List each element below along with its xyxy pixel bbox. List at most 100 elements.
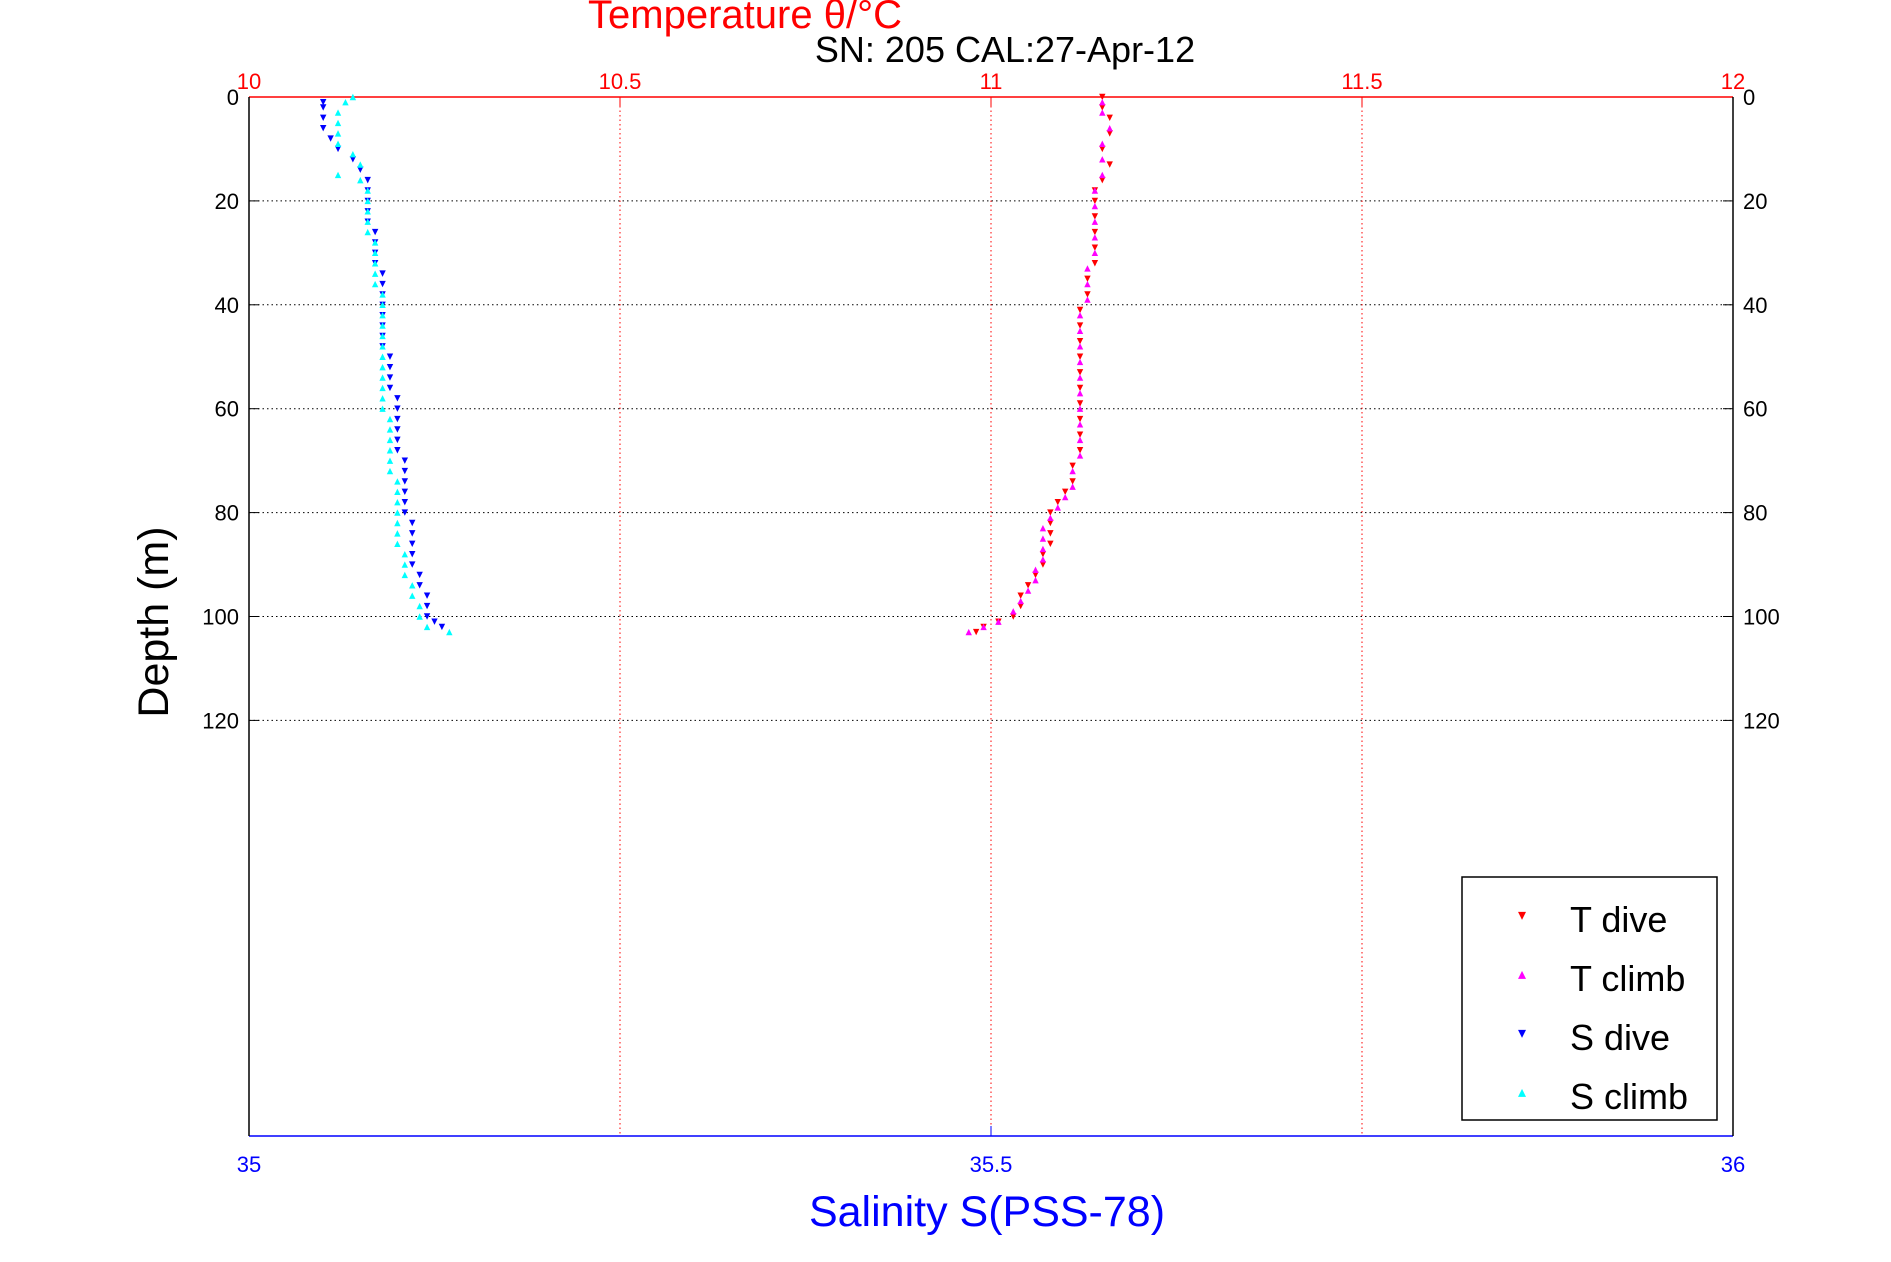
data-point-s-dive — [386, 353, 394, 360]
data-point-s-climb — [394, 519, 401, 527]
tick-labels: 0 0 20 20 40 40 60 60 80 80 100 100 120 120 10 10.5 11 11… — [202, 69, 1779, 1177]
data-point-t-climb — [980, 623, 987, 631]
data-point-t-dive — [1017, 592, 1024, 599]
data-point-t-climb — [1024, 587, 1032, 594]
data-point-s-climb — [342, 98, 349, 106]
data-point-s-climb — [379, 301, 386, 308]
y-tick-label-left: 60 — [215, 397, 239, 422]
data-point-t-dive — [1091, 213, 1099, 220]
legend-marker-s-dive: ▾ — [1518, 1025, 1526, 1042]
data-point-t-climb — [1076, 452, 1084, 459]
data-point-t-climb — [1099, 109, 1106, 116]
data-point-s-dive — [401, 467, 409, 475]
data-point-t-dive — [1099, 176, 1106, 184]
data-point-s-climb — [364, 187, 371, 194]
data-point-t-climb — [965, 628, 972, 636]
y-tick-label-left: 120 — [202, 708, 239, 733]
legend: ▾ T dive ▴ T climb ▾ S dive ▴ S climb — [1461, 876, 1718, 1121]
data-point-t-climb — [1010, 608, 1017, 615]
data-point-s-dive — [394, 447, 401, 454]
data-point-s-dive — [394, 405, 401, 412]
data-point-s-climb — [379, 311, 386, 319]
data-point-t-climb — [1106, 124, 1113, 132]
data-point-t-climb — [1076, 327, 1084, 334]
data-point-s-climb — [371, 249, 379, 257]
y-tick-label-right: 40 — [1743, 293, 1767, 318]
data-point-t-climb — [1047, 514, 1054, 521]
data-point-t-dive — [1010, 613, 1017, 620]
data-point-t-dive — [1084, 291, 1091, 298]
data-point-t-dive — [1069, 462, 1076, 470]
data-point-t-climb — [1091, 218, 1099, 225]
data-point-t-climb — [1091, 234, 1099, 241]
data-point-t-dive — [1032, 571, 1039, 579]
data-point-s-climb — [416, 613, 423, 620]
data-point-s-climb — [386, 426, 394, 433]
data-point-s-dive — [320, 104, 327, 111]
y-tick-label-right: 120 — [1743, 708, 1780, 733]
x-top-tick-label: 10 — [237, 69, 261, 94]
data-point-t-climb — [1084, 265, 1091, 272]
data-point-s-climb — [379, 353, 386, 360]
data-point-t-dive — [1039, 550, 1047, 558]
data-point-s-dive — [416, 571, 423, 579]
data-point-t-climb — [1039, 545, 1047, 553]
data-point-s-climb — [386, 415, 394, 423]
data-point-s-climb — [371, 280, 379, 288]
data-point-s-climb — [379, 343, 386, 350]
data-point-t-dive — [1054, 499, 1061, 506]
data-point-s-climb — [394, 509, 401, 516]
legend-entry-t-climb: ▴ T climb — [1518, 958, 1685, 999]
data-point-s-climb — [364, 228, 371, 236]
data-point-s-climb — [364, 197, 371, 205]
data-point-t-climb — [1076, 405, 1084, 412]
data-point-t-dive — [1047, 540, 1054, 547]
data-point-t-dive — [1099, 145, 1106, 153]
y-tick-label-left: 40 — [215, 293, 239, 318]
y-tick-label-right: 80 — [1743, 501, 1767, 526]
data-point-t-climb — [1032, 576, 1039, 584]
legend-label-s-climb: S climb — [1570, 1076, 1688, 1117]
data-point-t-dive — [1076, 447, 1084, 454]
data-point-s-dive — [409, 540, 416, 547]
data-point-s-dive — [401, 457, 409, 464]
data-point-s-climb — [386, 457, 394, 464]
data-point-s-climb — [394, 478, 401, 485]
data-point-s-dive — [409, 530, 416, 537]
data-point-s-dive — [371, 228, 379, 236]
data-point-t-climb — [1039, 556, 1047, 563]
data-point-t-dive — [1099, 104, 1106, 111]
data-point-t-dive — [1047, 509, 1054, 516]
data-point-t-climb — [1069, 467, 1076, 475]
data-point-s-dive — [327, 135, 334, 142]
legend-marker-s-climb: ▴ — [1518, 1084, 1526, 1101]
data-point-s-dive — [423, 592, 431, 599]
data-point-s-climb — [379, 384, 386, 392]
data-point-s-climb — [334, 109, 342, 116]
data-point-t-climb — [1099, 156, 1106, 163]
data-point-s-climb — [379, 363, 386, 371]
data-point-s-dive — [409, 561, 416, 568]
data-point-s-climb — [349, 93, 357, 101]
data-point-s-climb — [371, 270, 379, 277]
data-point-s-dive — [349, 156, 357, 163]
data-point-s-dive — [409, 550, 416, 558]
data-point-s-dive — [320, 98, 327, 106]
data-point-t-climb — [1069, 483, 1076, 490]
data-point-t-dive — [1106, 114, 1113, 121]
data-point-t-dive — [1076, 306, 1084, 314]
data-point-s-climb — [334, 119, 342, 127]
chart-title: Temperature θ/°C — [588, 0, 902, 37]
data-point-s-dive — [416, 582, 423, 589]
x-top-tick-label: 11.5 — [1341, 69, 1382, 94]
data-point-s-climb — [446, 628, 453, 636]
data-point-s-dive — [334, 145, 342, 153]
legend-box — [1461, 876, 1718, 1121]
legend-entry-t-dive: ▾ T dive — [1518, 899, 1667, 940]
data-point-s-climb — [401, 550, 409, 558]
data-point-s-dive — [394, 395, 401, 402]
data-point-t-climb — [1099, 140, 1106, 147]
data-point-t-dive — [1076, 353, 1084, 360]
data-point-s-climb — [394, 540, 401, 547]
data-point-s-dive — [394, 436, 401, 444]
